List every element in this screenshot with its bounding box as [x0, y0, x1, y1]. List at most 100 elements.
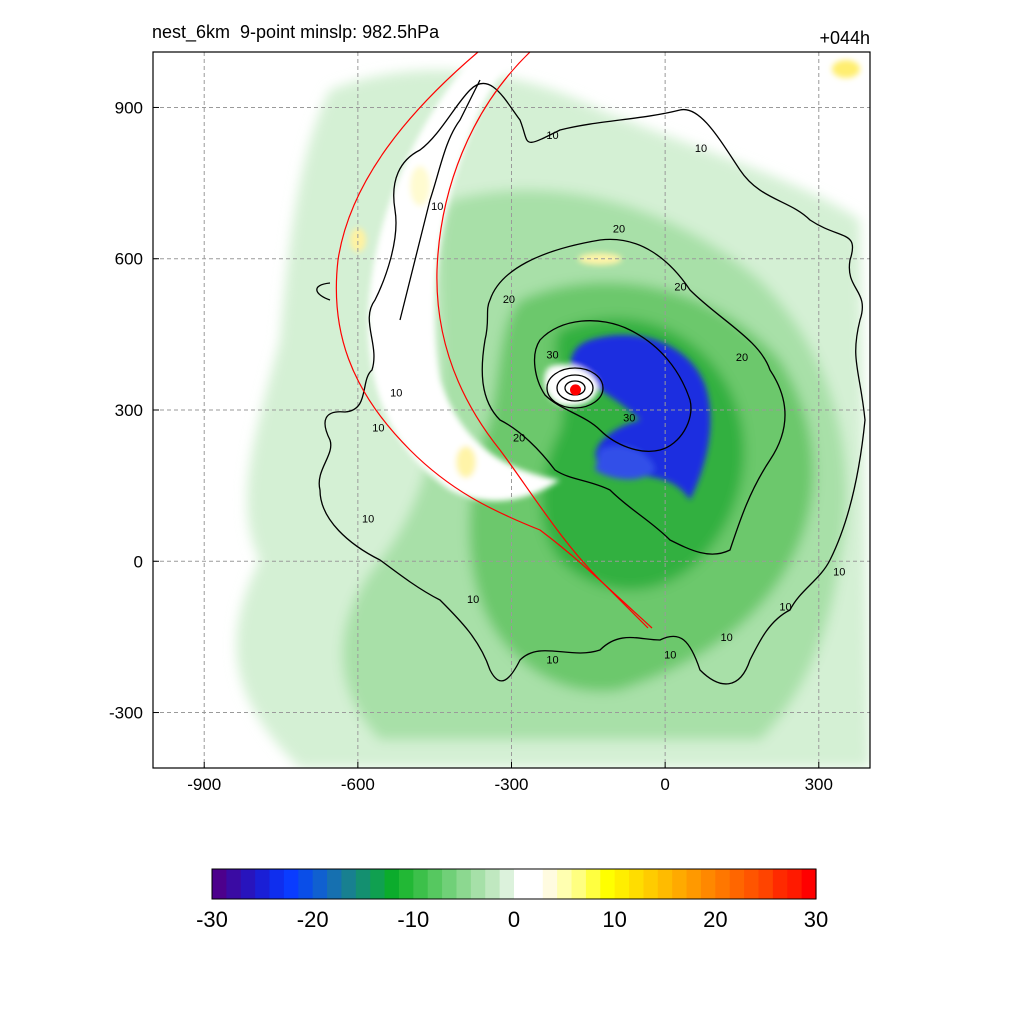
x-tick-label: -600	[341, 775, 375, 794]
contour-20-ring	[481, 238, 786, 555]
colorbar-swatch	[427, 869, 443, 899]
field-yellow-spot-1	[832, 60, 860, 78]
y-tick-label: 600	[115, 250, 143, 269]
red-lines	[335, 52, 653, 629]
colorbar-swatch	[787, 869, 803, 899]
chart-title: nest_6km 9-point minslp: 982.5hPa	[152, 22, 440, 42]
colorbar-swatch	[528, 869, 544, 899]
colorbar-tick-label: 0	[508, 907, 520, 932]
colorbar-swatch	[327, 869, 343, 899]
colorbar-swatch	[226, 869, 242, 899]
colorbar-swatch	[255, 869, 271, 899]
field-yellow-spot-3	[578, 253, 622, 265]
colorbar-swatch	[398, 869, 414, 899]
contour-label: 10	[546, 130, 558, 142]
contour-label: 10	[431, 201, 443, 213]
contour-label: 30	[546, 350, 558, 362]
colorbar-swatch	[729, 869, 745, 899]
colorbar-swatch	[758, 869, 774, 899]
colorbar-swatch	[298, 869, 314, 899]
contour-label: 10	[833, 566, 845, 578]
contour-label: 10	[779, 602, 791, 614]
colorbar-swatch	[485, 869, 501, 899]
contour-label: 20	[513, 433, 525, 445]
contour-label: 10	[467, 594, 479, 606]
shaded-field	[236, 52, 870, 768]
x-axis: -900 -600 -300 0 300	[187, 762, 833, 794]
storm-center-marker	[570, 384, 582, 396]
contour-label: 20	[613, 223, 625, 235]
forecast-hour-label: +044h	[819, 28, 870, 48]
colorbar-swatch	[672, 869, 688, 899]
colorbar-swatch	[470, 869, 486, 899]
colorbar-swatch	[643, 869, 659, 899]
colorbar-tick-label: -30	[196, 907, 228, 932]
contour-10-band	[399, 79, 481, 321]
colorbar-swatch	[585, 869, 601, 899]
x-tick-label: -900	[187, 775, 221, 794]
colorbar-tick-label: -20	[297, 907, 329, 932]
contour-label: 10	[390, 387, 402, 399]
red-line-outer	[335, 52, 653, 629]
colorbar-swatch	[614, 869, 630, 899]
contour-labels: 10 10 10 20 20 20 30 20 10 30 10 20 10 10 10 10 10 10 10	[362, 130, 845, 666]
colorbar-swatch	[571, 869, 587, 899]
colorbar-swatch	[514, 869, 529, 899]
colorbar-swatch	[744, 869, 760, 899]
x-tick-label: -300	[494, 775, 528, 794]
colorbar-swatch	[269, 869, 285, 899]
contour-label: 30	[623, 413, 635, 425]
colorbar-swatch	[456, 869, 472, 899]
field-dry-arc	[368, 52, 560, 501]
colorbar-swatch	[499, 869, 515, 899]
y-tick-label: -300	[109, 704, 143, 723]
colorbar-tick-label: -10	[397, 907, 429, 932]
field-yellow-spot-5	[410, 166, 430, 206]
grid-lines	[153, 52, 870, 768]
field-eye	[544, 364, 599, 407]
colorbar-swatch	[686, 869, 702, 899]
colorbar-swatch	[413, 869, 429, 899]
colorbar-swatch	[283, 869, 299, 899]
colorbar-swatch	[355, 869, 371, 899]
colorbar-swatch	[801, 869, 817, 899]
colorbar-frame	[211, 868, 817, 900]
field-yellow-spot-4	[456, 446, 476, 478]
contour-label: 20	[736, 352, 748, 364]
colorbar-ticks: -30 -20 -10 0 10 20 30	[196, 907, 828, 932]
contour-10-left	[316, 282, 331, 301]
colorbar	[211, 868, 817, 900]
contour-30-ring	[533, 320, 692, 452]
x-tick-label: 300	[805, 775, 833, 794]
colorbar-swatch	[240, 869, 256, 899]
colorbar-swatch	[657, 869, 673, 899]
contour-label: 10	[546, 655, 558, 667]
colorbar-swatch	[700, 869, 716, 899]
colorbar-tick-label: 30	[804, 907, 828, 932]
colorbar-swatch	[312, 869, 328, 899]
colorbar-tick-label: 20	[703, 907, 727, 932]
colorbar-swatch	[600, 869, 616, 899]
contour-label: 10	[362, 513, 374, 525]
x-tick-label: 0	[660, 775, 669, 794]
colorbar-swatch	[629, 869, 645, 899]
colorbar-swatch	[442, 869, 458, 899]
contour-lines	[316, 79, 866, 685]
colorbar-swatch	[557, 869, 573, 899]
colorbar-swatch	[715, 869, 731, 899]
y-axis: 900 600 300 0 -300	[109, 98, 159, 723]
red-line-inner	[436, 52, 649, 629]
contour-label: 20	[503, 294, 515, 306]
colorbar-swatch	[212, 869, 227, 899]
field-yellow-spot-2	[350, 228, 366, 252]
colorbar-swatch	[384, 869, 400, 899]
contour-eye-2	[556, 374, 594, 402]
colorbar-swatch	[370, 869, 386, 899]
y-tick-label: 300	[115, 401, 143, 420]
y-tick-label: 0	[134, 552, 143, 571]
colorbar-swatch	[772, 869, 788, 899]
contour-label: 20	[674, 281, 686, 293]
contour-10-outer	[318, 82, 866, 685]
contour-label: 10	[664, 650, 676, 662]
